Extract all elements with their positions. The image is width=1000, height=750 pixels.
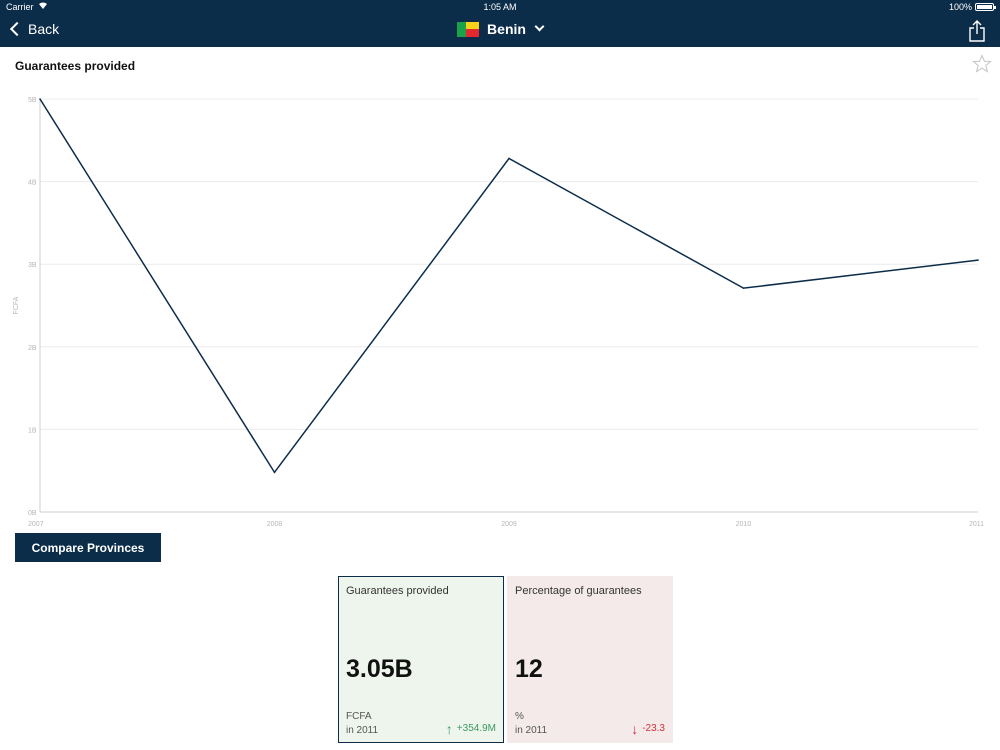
guarantees-line-chart: 0B 1B 2B 3B 4B 5B FCFA 2007 2008 2009 2010 2011	[13, 97, 984, 528]
data-point	[742, 287, 745, 289]
y-tick-label: 1B	[28, 427, 37, 434]
share-icon[interactable]	[968, 20, 986, 42]
battery-percentage: 100%	[948, 2, 972, 12]
y-axis-label: FCFA	[13, 296, 20, 314]
x-tick-label: 2011	[969, 521, 984, 528]
chevron-down-icon	[534, 21, 545, 32]
card-value: 3.05B	[346, 655, 413, 683]
status-bar: Carrier 1:05 AM 100%	[0, 0, 1000, 14]
percentage-of-guarantees-card[interactable]: Percentage of guarantees 12 % in 2011 ↓ …	[507, 576, 673, 743]
card-change: ↑ +354.9M	[445, 720, 496, 737]
x-tick-label: 2010	[736, 521, 752, 528]
y-tick-label: 3B	[28, 262, 37, 269]
y-tick-label: 4B	[28, 180, 37, 187]
benin-flag-icon	[457, 21, 480, 37]
card-change-value: -23.3	[642, 723, 665, 734]
series-line	[39, 98, 979, 474]
card-unit: FCFA	[346, 711, 372, 722]
country-name: Benin	[487, 21, 526, 37]
status-time: 1:05 AM	[483, 2, 517, 12]
card-period: in 2011	[346, 725, 379, 736]
arrow-up-icon: ↑	[445, 720, 453, 737]
card-unit: %	[515, 711, 524, 722]
y-tick-label: 0B	[28, 510, 37, 517]
y-tick-label: 5B	[28, 97, 37, 104]
x-tick-label: 2007	[28, 521, 44, 528]
y-tick-label: 2B	[28, 345, 37, 352]
star-icon[interactable]	[972, 54, 992, 74]
country-selector[interactable]: Benin	[0, 21, 1000, 37]
navigation-bar: Back Benin	[0, 14, 1000, 47]
page-title: Guarantees provided	[15, 59, 136, 73]
arrow-down-icon: ↓	[631, 720, 639, 737]
data-point	[273, 471, 276, 474]
card-change: ↓ -23.3	[631, 720, 665, 737]
back-button[interactable]: Back	[8, 21, 59, 37]
card-value: 12	[515, 655, 543, 683]
back-label: Back	[28, 21, 60, 37]
card-period: in 2011	[515, 725, 548, 736]
carrier-label: Carrier	[6, 2, 34, 12]
wifi-icon	[38, 1, 48, 12]
x-tick-label: 2008	[267, 521, 283, 528]
card-title: Percentage of guarantees	[515, 585, 642, 597]
guarantees-provided-card[interactable]: Guarantees provided 3.05B FCFA in 2011 ↑…	[338, 576, 504, 743]
card-title: Guarantees provided	[346, 585, 449, 597]
card-change-value: +354.9M	[456, 723, 496, 734]
battery-icon	[975, 3, 996, 11]
compare-provinces-button[interactable]: Compare Provinces	[15, 533, 161, 562]
data-point	[508, 157, 510, 160]
x-tick-label: 2009	[501, 521, 517, 528]
data-point	[977, 259, 979, 261]
data-point	[39, 98, 41, 100]
